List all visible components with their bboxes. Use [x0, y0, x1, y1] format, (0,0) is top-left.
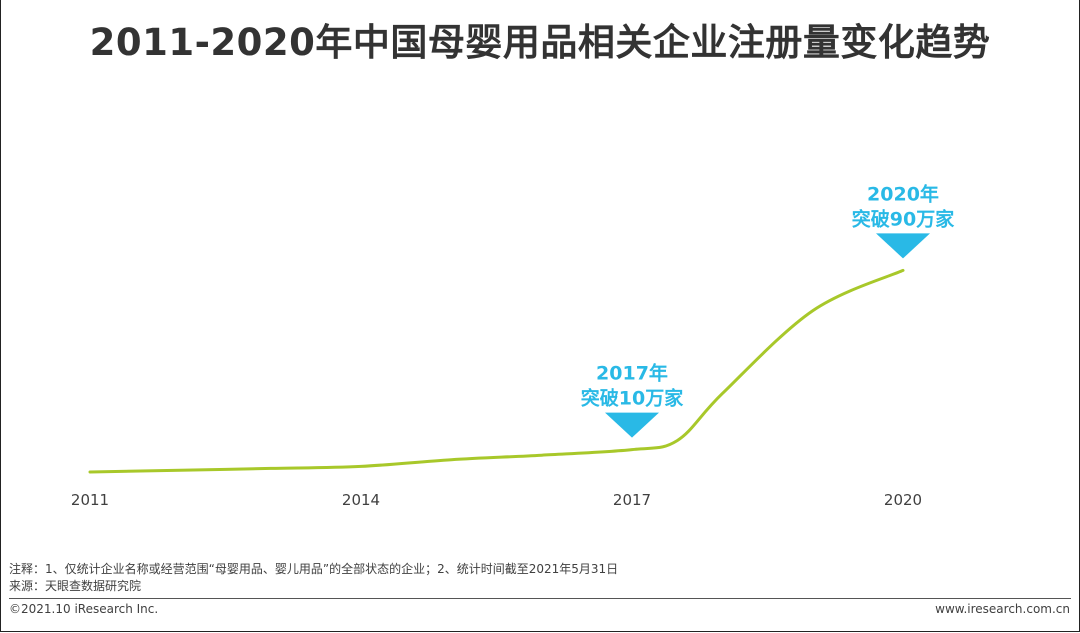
series-line-0 [88, 268, 905, 474]
chart-source: 来源：天眼查数据研究院 [9, 579, 142, 593]
footer-website[interactable]: www.iresearch.com.cn [935, 602, 1070, 616]
chart-note: 注释：1、仅统计企业名称或经营范围“母婴用品、婴儿用品”的全部状态的企业；2、统… [9, 562, 619, 576]
chart-title: 2011-2020年中国母婴用品相关企业注册量变化趋势 [89, 21, 991, 64]
annotation-text-2017-line2: 突破10万家 [581, 387, 684, 410]
footer-copyright: ©2021.10 iResearch Inc. [9, 602, 159, 616]
annotation-text-2020-line2: 突破90万家 [852, 207, 955, 230]
annotation-text-2020-line1: 2020年 [867, 182, 939, 205]
x-tick-label-2011: 2011 [71, 491, 109, 509]
footer-divider [9, 598, 1071, 599]
x-tick-label-2014: 2014 [342, 491, 380, 509]
x-tick-label-2020: 2020 [884, 491, 922, 509]
annotation-marker-2020 [876, 233, 930, 259]
annotation-text-2017-line1: 2017年 [596, 362, 668, 385]
annotation-marker-2017 [605, 412, 659, 438]
x-tick-label-2017: 2017 [613, 491, 651, 509]
